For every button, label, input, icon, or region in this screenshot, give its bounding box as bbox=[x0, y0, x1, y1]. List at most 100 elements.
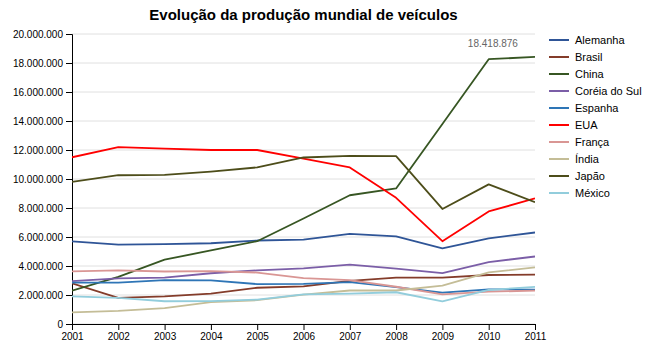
tick-mark bbox=[66, 179, 72, 180]
tick-mark bbox=[66, 208, 72, 209]
legend-swatch bbox=[549, 192, 569, 194]
legend-item: México bbox=[549, 187, 610, 199]
tick-mark bbox=[66, 295, 72, 296]
series-line bbox=[72, 57, 535, 291]
tick: 20.000.000 bbox=[13, 29, 72, 40]
series-line bbox=[72, 147, 535, 241]
tick-label: 2007 bbox=[339, 331, 362, 342]
tick: 12.000.000 bbox=[13, 145, 72, 156]
tick-mark bbox=[165, 324, 166, 330]
grid-line bbox=[72, 208, 535, 209]
tick-label: 14.000.000 bbox=[13, 116, 63, 127]
tick-mark bbox=[66, 324, 72, 325]
tick: 2007 bbox=[339, 324, 362, 342]
tick-mark bbox=[535, 324, 536, 330]
tick: 6.000.000 bbox=[19, 232, 73, 243]
legend-item: Coréia do Sul bbox=[549, 85, 642, 97]
tick: 8.000.000 bbox=[19, 203, 73, 214]
tick: 16.000.000 bbox=[13, 87, 72, 98]
series-line bbox=[72, 280, 535, 292]
tick-label: 0 bbox=[57, 319, 63, 330]
tick-mark bbox=[66, 63, 72, 64]
series-line bbox=[72, 287, 535, 301]
legend-label: Índia bbox=[575, 153, 600, 165]
tick-mark bbox=[66, 92, 72, 93]
legend-item: Espanha bbox=[549, 102, 619, 114]
tick-mark bbox=[304, 324, 305, 330]
tick-label: 2009 bbox=[432, 331, 455, 342]
legend-item: Alemanha bbox=[549, 34, 625, 46]
tick-label: 12.000.000 bbox=[13, 145, 63, 156]
legend-label: México bbox=[575, 187, 610, 199]
legend-item: França bbox=[549, 136, 610, 148]
tick-label: 2005 bbox=[247, 331, 270, 342]
tick-mark bbox=[350, 324, 351, 330]
tick: 2009 bbox=[432, 324, 455, 342]
legend-swatch bbox=[549, 56, 569, 58]
legend: AlemanhaBrasilChinaCoréia do SulEspanhaE… bbox=[549, 34, 642, 199]
tick-label: 8.000.000 bbox=[19, 203, 64, 214]
legend-item: Japão bbox=[549, 170, 605, 182]
legend-item: Índia bbox=[549, 153, 600, 165]
tick-label: 4.000.000 bbox=[19, 261, 64, 272]
legend-swatch bbox=[549, 141, 569, 143]
grid-line bbox=[72, 121, 535, 122]
tick: 10.000.000 bbox=[13, 174, 72, 185]
tick-label: 2011 bbox=[525, 331, 547, 342]
grid-line bbox=[72, 237, 535, 238]
legend-label: Japão bbox=[575, 170, 605, 182]
tick-label: 2003 bbox=[154, 331, 177, 342]
tick: 2005 bbox=[247, 324, 270, 342]
tick-label: 10.000.000 bbox=[13, 174, 63, 185]
tick: 2006 bbox=[293, 324, 316, 342]
legend-swatch bbox=[549, 90, 569, 92]
legend-label: Alemanha bbox=[575, 34, 625, 46]
tick-mark bbox=[66, 150, 72, 151]
chart: 2001200220032004200520062007200820092010… bbox=[0, 0, 663, 352]
axis-line bbox=[66, 35, 73, 325]
legend-label: Espanha bbox=[575, 102, 619, 114]
tick: 0 bbox=[57, 319, 72, 330]
tick: 2004 bbox=[200, 324, 223, 342]
tick-label: 20.000.000 bbox=[13, 29, 63, 40]
legend-swatch bbox=[549, 73, 569, 75]
tick-mark bbox=[396, 324, 397, 330]
tick-label: 6.000.000 bbox=[19, 232, 64, 243]
grid-line bbox=[72, 150, 535, 151]
tick-mark bbox=[257, 324, 258, 330]
legend-item: China bbox=[549, 68, 605, 80]
legend-label: França bbox=[575, 136, 610, 148]
grid-line bbox=[72, 179, 535, 180]
tick-mark bbox=[66, 121, 72, 122]
tick: 2010 bbox=[478, 324, 501, 342]
tick: 18.000.000 bbox=[13, 58, 72, 69]
tick-label: 2008 bbox=[385, 331, 408, 342]
legend-item: Brasil bbox=[549, 51, 603, 63]
legend-swatch bbox=[549, 107, 569, 109]
tick-label: 2.000.000 bbox=[19, 290, 64, 301]
tick: 2008 bbox=[385, 324, 408, 342]
legend-label: China bbox=[575, 68, 605, 80]
plot: 2001200220032004200520062007200820092010… bbox=[13, 29, 547, 342]
tick-label: 2006 bbox=[293, 331, 316, 342]
legend-swatch bbox=[549, 124, 569, 126]
tick: 4.000.000 bbox=[19, 261, 73, 272]
tick-mark bbox=[66, 266, 72, 267]
annotation: 18.418.876 bbox=[468, 38, 518, 49]
tick-label: 18.000.000 bbox=[13, 58, 63, 69]
legend-swatch bbox=[549, 39, 569, 41]
grid-line bbox=[72, 63, 535, 64]
tick-mark bbox=[118, 324, 119, 330]
tick-label: 16.000.000 bbox=[13, 87, 63, 98]
x-axis: 2001200220032004200520062007200820092010… bbox=[61, 324, 546, 342]
tick-mark bbox=[442, 324, 443, 330]
tick-label: 2002 bbox=[108, 331, 131, 342]
series-line bbox=[72, 270, 535, 294]
tick: 14.000.000 bbox=[13, 116, 72, 127]
grid bbox=[72, 34, 535, 324]
axis-line bbox=[73, 325, 536, 331]
tick: 2003 bbox=[154, 324, 177, 342]
grid-line bbox=[72, 34, 535, 35]
grid-line bbox=[72, 266, 535, 267]
title: Evolução da produção mundial de veículos bbox=[149, 6, 457, 23]
